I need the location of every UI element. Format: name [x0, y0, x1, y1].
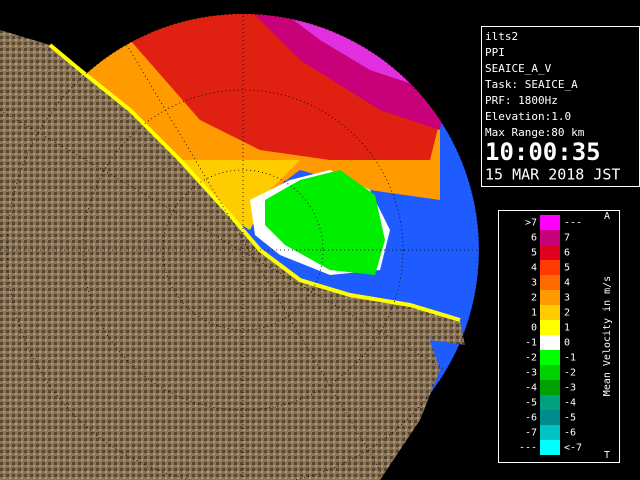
site: ilts2: [485, 30, 518, 43]
legend-high: 4: [564, 278, 570, 289]
legend-low: -2: [525, 353, 537, 364]
radar-map: [0, 0, 480, 480]
legend-high: 6: [564, 248, 570, 259]
legend-high: -2: [564, 368, 576, 379]
legend-swatch: [540, 275, 560, 290]
legend-high: ---: [564, 218, 582, 229]
legend-high: 3: [564, 293, 570, 304]
legend-low: -5: [525, 398, 537, 409]
legend-swatch: [540, 305, 560, 320]
land: [0, 30, 465, 480]
legend-swatch: [540, 425, 560, 440]
legend-low: 2: [531, 293, 537, 304]
legend-low: -7: [525, 428, 537, 439]
max-range: Max Range:80 km: [485, 126, 585, 139]
legend-low: -6: [525, 413, 537, 424]
legend-top-mark: A: [604, 211, 610, 222]
legend-bottom-mark: T: [604, 450, 610, 461]
legend-low: 4: [531, 263, 537, 274]
legend-high: 5: [564, 263, 570, 274]
legend-low: 1: [531, 308, 537, 319]
legend-swatch: [540, 320, 560, 335]
legend-low: 0: [531, 323, 537, 334]
legend-low: -4: [525, 383, 537, 394]
legend-swatch: [540, 290, 560, 305]
elevation: Elevation:1.0: [485, 110, 571, 123]
legend-swatch: [540, 230, 560, 245]
mode: PPI: [485, 46, 505, 59]
legend-high: -6: [564, 428, 576, 439]
range-rings: [0, 0, 480, 480]
echo-green: [265, 170, 385, 275]
legend-high: -5: [564, 413, 576, 424]
legend-swatch: [540, 380, 560, 395]
legend-high: -3: [564, 383, 576, 394]
legend-high: -1: [564, 353, 576, 364]
legend-low: -3: [525, 368, 537, 379]
date: 15 MAR 2018 JST: [485, 166, 620, 184]
legend-title: Mean Velocity in m/s: [602, 276, 613, 396]
legend-low: ---: [519, 443, 537, 454]
legend-swatch: [540, 245, 560, 260]
legend-swatch: [540, 260, 560, 275]
legend-high: 7: [564, 233, 570, 244]
prf: PRF: 1800Hz: [485, 94, 558, 107]
legend-high: 0: [564, 338, 570, 349]
legend-swatch: [540, 350, 560, 365]
legend-swatch: [540, 440, 560, 455]
legend-high: 2: [564, 308, 570, 319]
legend-low: -1: [525, 338, 537, 349]
legend-high: 1: [564, 323, 570, 334]
legend-low: 6: [531, 233, 537, 244]
legend-swatch: [540, 215, 560, 230]
info-panel: ilts2 PPI SEAICE_A_V Task: SEAICE_A PRF:…: [481, 26, 640, 187]
task: Task: SEAICE_A: [485, 78, 578, 91]
legend-high: -4: [564, 398, 576, 409]
legend-swatch: [540, 410, 560, 425]
legend-low: 5: [531, 248, 537, 259]
time: 10:00:35: [485, 138, 601, 166]
legend-high: <-7: [564, 443, 582, 454]
legend: A T Mean Velocity in m/s >7 --- 6 7 5 6 4 5 3 4 2 3…: [498, 210, 620, 463]
legend-low: 3: [531, 278, 537, 289]
coast-echo: [48, 43, 461, 322]
legend-low: >7: [525, 218, 537, 229]
product: SEAICE_A_V: [485, 62, 552, 75]
legend-swatch: [540, 335, 560, 350]
legend-swatch: [540, 395, 560, 410]
info-frame: [481, 26, 640, 187]
legend-swatch: [540, 365, 560, 380]
